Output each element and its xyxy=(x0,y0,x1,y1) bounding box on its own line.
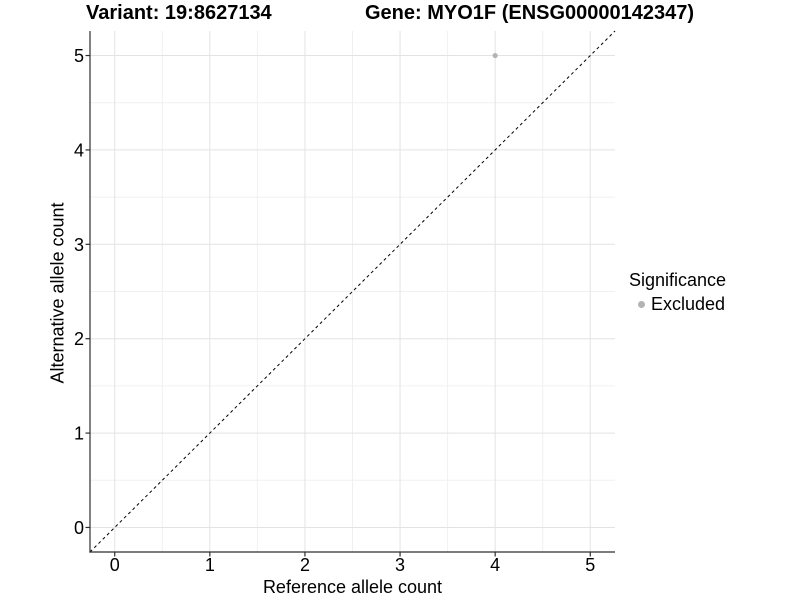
y-tick-label: 2 xyxy=(74,329,84,349)
legend: Significance Excluded xyxy=(629,269,726,315)
excluded-point-icon xyxy=(638,300,645,308)
x-tick-label: 0 xyxy=(110,555,120,575)
y-tick-label: 0 xyxy=(74,518,84,538)
gene-title: Gene: MYO1F (ENSG00000142347) xyxy=(365,2,695,24)
x-tick-label: 1 xyxy=(205,555,215,575)
x-axis-title: Reference allele count xyxy=(262,577,443,597)
y-tick-label: 1 xyxy=(74,424,84,444)
y-tick-label: 3 xyxy=(74,235,84,255)
x-tick-label: 4 xyxy=(490,555,500,575)
y-axis-title: Alternative allele count xyxy=(47,202,68,384)
legend-item-excluded: Excluded xyxy=(629,293,726,315)
legend-title: Significance xyxy=(629,270,727,290)
x-tick-label: 2 xyxy=(300,555,310,575)
y-tick-label: 4 xyxy=(74,140,84,160)
legend-item-label: Excluded xyxy=(651,294,726,314)
x-tick-label: 5 xyxy=(585,555,595,575)
variant-title: Variant: 19:8627134 xyxy=(86,2,272,24)
x-tick-label: 3 xyxy=(395,555,405,575)
data-point-excluded xyxy=(492,52,498,59)
y-tick-label: 5 xyxy=(74,46,84,66)
